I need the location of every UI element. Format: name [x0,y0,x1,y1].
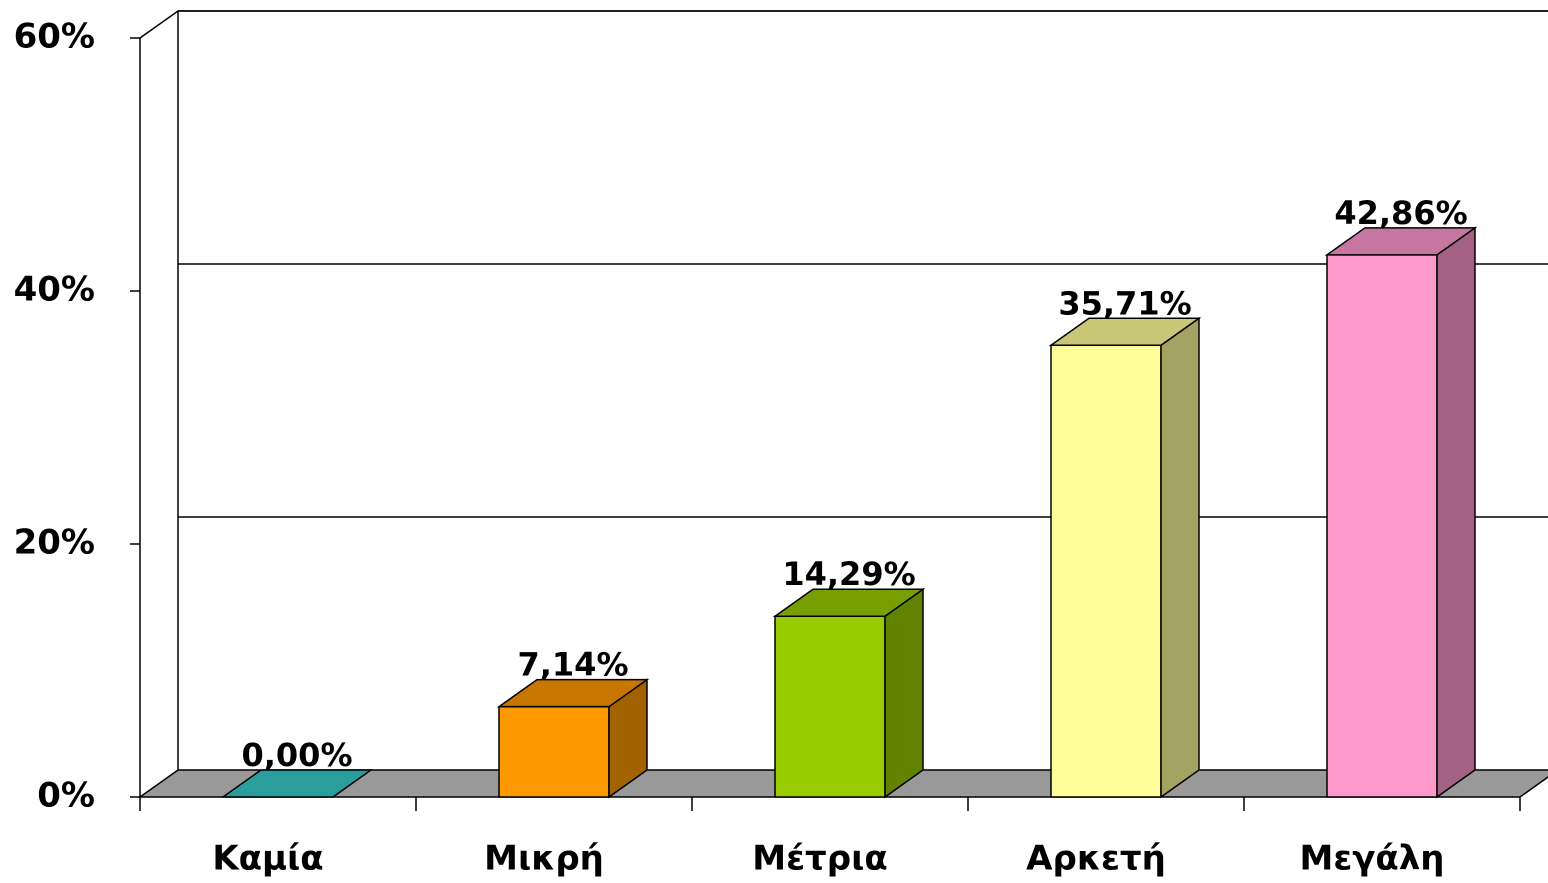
bar-top [220,769,374,798]
bar-side [1436,226,1476,799]
x-tick-label: Καμία [212,839,323,879]
value-label: 42,86% [1334,194,1467,232]
bar-front [774,615,886,798]
back-wall [139,10,1548,39]
bar-top [772,588,926,617]
bar-front [1326,254,1438,798]
value-label: 7,14% [517,646,628,684]
bar-top [1048,317,1202,347]
value-label: 35,71% [1058,284,1191,322]
y-tick-label: 20% [14,523,95,563]
bar-side [884,587,924,799]
x-tick-label: Μικρή [484,839,604,879]
y-tick-label: 60% [14,17,95,57]
value-label: 14,29% [782,555,915,593]
x-tick-label: Μέτρια [752,839,887,879]
x-tick-label: Αρκετή [1026,839,1166,879]
bar-top [1324,227,1478,256]
value-label: 0,00% [241,736,352,774]
y-tick-label: 0% [37,776,95,816]
x-tick-label: Μεγάλη [1300,839,1445,879]
y-tick-label: 40% [14,270,95,310]
bar-front [1050,344,1162,798]
bar-top [496,678,650,708]
bar-side [1160,316,1200,799]
bar-front [498,705,610,798]
